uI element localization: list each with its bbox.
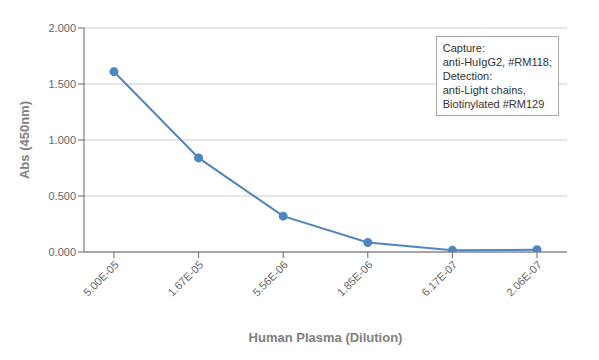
svg-text:1.85E-06: 1.85E-06 xyxy=(335,258,375,298)
html-text:Capture: anti-HuIgG2, #RM118;: Capture: anti-HuIgG2, #RM118; Detection:… xyxy=(442,42,552,110)
svg-text:Abs (450nm): Abs (450nm) xyxy=(17,101,32,179)
svg-text:5.00E-05: 5.00E-05 xyxy=(81,258,121,298)
svg-text:5.56E-06: 5.56E-06 xyxy=(250,258,290,298)
svg-text:2.06E-07: 2.06E-07 xyxy=(504,258,544,298)
svg-text:1.000: 1.000 xyxy=(48,134,76,146)
svg-text:Human Plasma (Dilution): Human Plasma (Dilution) xyxy=(249,330,403,345)
svg-text:0.000: 0.000 xyxy=(48,246,76,258)
svg-text:2.000: 2.000 xyxy=(48,22,76,34)
svg-text:6.17E-07: 6.17E-07 xyxy=(419,258,459,298)
svg-text:1.500: 1.500 xyxy=(48,78,76,90)
svg-text:1.67E-05: 1.67E-05 xyxy=(165,258,205,298)
svg-text:0.500: 0.500 xyxy=(48,190,76,202)
